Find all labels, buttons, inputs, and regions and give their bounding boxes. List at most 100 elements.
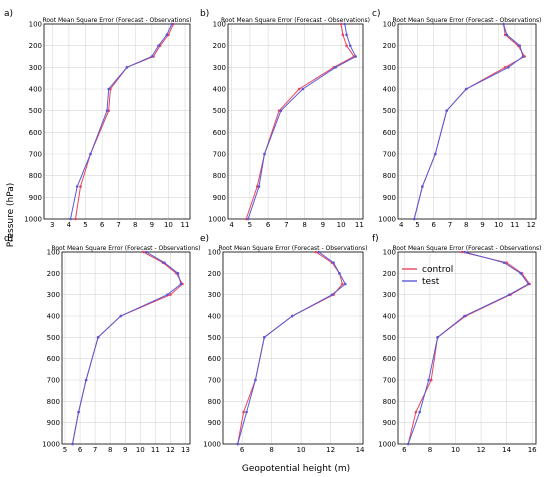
y-tick-label: 1000 [42, 441, 60, 449]
y-tick-label: 800 [383, 398, 396, 406]
data-point-test [290, 314, 294, 318]
x-tick-label: 7 [448, 221, 452, 229]
data-point-control [503, 66, 507, 69]
plot-frame [61, 251, 191, 445]
x-tick-label: 14 [502, 446, 511, 454]
y-tick-label: 800 [29, 172, 42, 180]
x-tick-label: 9 [480, 221, 484, 229]
data-point-test [412, 217, 416, 221]
data-point-control [169, 293, 172, 296]
panel-title: Root Mean Square Error (Forecast - Obser… [51, 245, 200, 252]
legend-label-control: control [422, 265, 453, 275]
data-point-control [345, 44, 348, 47]
y-tick-label: 100 [383, 21, 396, 29]
panel-label: f) [372, 234, 379, 244]
series-line-test [72, 251, 182, 445]
panel-label: b) [200, 9, 209, 19]
data-point-test [69, 217, 72, 221]
y-axis-label: Pressure (hPa) [6, 183, 16, 248]
data-point-control [79, 185, 82, 188]
y-tick-label: 100 [208, 249, 221, 257]
y-tick-label: 100 [29, 21, 42, 29]
y-tick-label: 600 [213, 129, 226, 137]
data-point-test [519, 272, 522, 275]
legend: control test [402, 265, 453, 287]
y-tick-label: 900 [383, 419, 396, 427]
y-tick-label: 800 [383, 172, 396, 180]
data-point-test [502, 261, 506, 264]
panel-title: Root Mean Square Error (Forecast - Obser… [392, 17, 541, 24]
y-tick-label: 200 [383, 42, 396, 50]
x-tick-label: 7 [284, 221, 288, 229]
y-tick-label: 800 [213, 172, 226, 180]
data-point-control [242, 410, 245, 414]
x-tick-label: 10 [164, 221, 173, 229]
chart-panel-2: 4 5 6 7 8 9 10 11 100 200 300 400 500 600 700 800 900 100… [200, 9, 370, 229]
data-point-test [345, 33, 348, 37]
data-point-control [277, 109, 281, 112]
data-point-test [125, 66, 129, 69]
y-tick-label: 500 [383, 107, 396, 115]
data-point-control [339, 22, 343, 26]
data-point-test [464, 87, 468, 91]
data-point-test [179, 282, 183, 286]
y-tick-label: 900 [29, 194, 42, 202]
data-point-test [105, 109, 109, 112]
data-point-test [170, 22, 174, 26]
data-point-test [165, 33, 169, 37]
series-line-control [245, 23, 355, 220]
data-point-test [348, 44, 352, 47]
plot-frame [397, 251, 537, 445]
x-axis-label: Geopotential height (m) [242, 464, 350, 474]
data-point-control [341, 33, 345, 37]
chart-panel-3: 4 5 6 7 8 9 10 11 12 100 200 300 400 500 600 700 800 900 1… [372, 9, 542, 229]
plot-frame [43, 23, 191, 220]
y-tick-label: 800 [47, 398, 60, 406]
data-point-control [74, 217, 77, 221]
x-tick-label: 6 [431, 221, 436, 229]
series-line-test [413, 23, 524, 220]
data-point-test [436, 336, 439, 339]
x-tick-label: 11 [181, 221, 190, 229]
y-tick-label: 300 [208, 291, 221, 299]
y-tick-label: 700 [29, 151, 42, 159]
panel-label: c) [372, 9, 380, 19]
data-point-test [157, 44, 160, 47]
y-tick-label: 300 [383, 64, 396, 72]
x-tick-label: 3 [50, 221, 54, 229]
data-point-control [297, 87, 301, 91]
data-point-control [460, 250, 464, 254]
y-tick-label: 400 [383, 313, 396, 321]
data-point-test [96, 336, 100, 339]
x-tick-label: 7 [116, 221, 120, 229]
data-point-test [150, 55, 154, 58]
data-point-control [314, 250, 318, 254]
y-tick-label: 200 [383, 270, 396, 278]
data-point-test [406, 442, 410, 446]
y-tick-label: 1000 [24, 216, 42, 224]
data-point-test [145, 250, 148, 254]
series-line-test [70, 23, 173, 220]
y-tick-label: 400 [208, 313, 221, 321]
y-tick-label: 100 [47, 249, 60, 257]
y-tick-label: 600 [47, 355, 60, 363]
series-line-control [413, 23, 526, 220]
panel-label: e) [200, 234, 209, 244]
data-point-control [244, 217, 248, 221]
data-point-test [77, 410, 80, 414]
series-line-control [237, 251, 343, 445]
y-tick-label: 1000 [378, 216, 396, 224]
data-point-control [142, 250, 145, 254]
data-point-test [418, 410, 422, 414]
x-tick-label: 13 [181, 446, 190, 454]
y-tick-label: 900 [383, 194, 396, 202]
y-tick-label: 300 [383, 291, 396, 299]
panel-label: d) [4, 234, 13, 244]
y-tick-label: 600 [29, 129, 42, 137]
x-tick-label: 12 [166, 446, 175, 454]
x-tick-label: 12 [527, 221, 536, 229]
y-tick-label: 500 [47, 334, 60, 342]
data-point-test [163, 261, 166, 264]
y-tick-label: 500 [208, 334, 221, 342]
